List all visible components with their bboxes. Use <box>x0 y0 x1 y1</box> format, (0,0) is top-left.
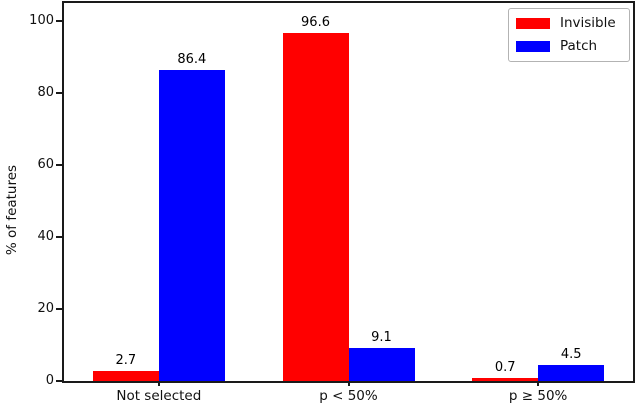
y-tick-mark <box>56 308 62 310</box>
legend-label: Patch <box>560 38 598 54</box>
y-tick-mark <box>56 20 62 22</box>
y-tick-mark <box>56 236 62 238</box>
bar-value-label: 9.1 <box>371 330 392 346</box>
bar-value-label: 86.4 <box>177 51 207 67</box>
x-tick-mark <box>157 381 160 386</box>
legend-swatch-patch <box>516 41 550 52</box>
invisible-bar <box>472 378 539 381</box>
y-axis-title: % of features <box>4 164 20 256</box>
legend-entry: Invisible <box>516 16 621 31</box>
invisible-bar <box>282 33 349 381</box>
patch-bar <box>348 348 415 381</box>
y-tick-label: 20 <box>37 301 54 316</box>
x-tick-label: p < 50% <box>319 388 378 404</box>
y-tick-label: 0 <box>45 373 54 388</box>
x-tick-mark <box>347 381 350 386</box>
bar-value-label: 0.7 <box>494 360 516 376</box>
bar-value-label: 2.7 <box>115 353 137 369</box>
x-tick-label: Not selected <box>116 388 202 404</box>
y-tick-mark <box>56 380 62 382</box>
legend-swatch-invisible <box>516 18 550 29</box>
x-tick-label: p ≥ 50% <box>508 388 568 404</box>
y-tick-label: 80 <box>37 85 54 100</box>
y-tick-label: 40 <box>37 229 54 244</box>
bar-value-label: 96.6 <box>301 15 330 31</box>
x-tick-mark <box>537 381 540 386</box>
patch-bar <box>158 69 225 381</box>
plot-area: 2.7 86.4 96.6 9.1 0.7 4.5 <box>62 1 635 383</box>
y-tick-label: 100 <box>29 13 54 28</box>
y-tick-mark <box>56 164 62 166</box>
y-tick-mark <box>56 92 62 94</box>
invisible-bar <box>92 371 159 381</box>
legend-entry: Patch <box>516 39 621 54</box>
patch-bar <box>538 364 605 381</box>
legend: Invisible Patch <box>508 8 630 62</box>
y-tick-label: 60 <box>37 157 54 172</box>
bar-value-label: 4.5 <box>560 346 582 362</box>
legend-label: Invisible <box>560 15 616 31</box>
